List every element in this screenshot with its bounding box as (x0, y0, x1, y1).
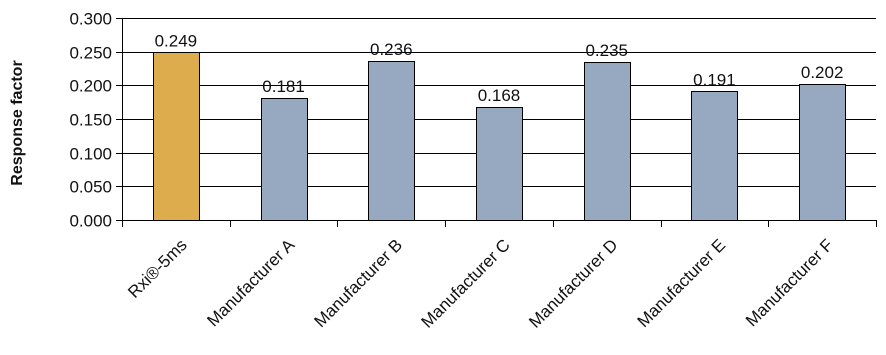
bar (799, 84, 846, 221)
data-label: 0.168 (478, 86, 521, 105)
bar (153, 52, 200, 221)
category-label: Manufacturer C (418, 235, 514, 331)
category-labels: Rxi®-5ms Manufacturer A Manufacturer B Manu… (124, 235, 837, 332)
category-label: Manufacturer D (525, 235, 621, 331)
data-label: 0.181 (262, 77, 305, 96)
bar (261, 98, 308, 221)
bar (368, 61, 415, 221)
y-tick-label: 0.100 (69, 145, 112, 164)
y-axis-title: Response factor (9, 60, 26, 185)
category-label: Manufacturer A (203, 235, 298, 330)
category-label: Manufacturer F (742, 235, 837, 330)
bar (691, 91, 738, 221)
y-tick-label: 0.150 (69, 111, 112, 130)
y-tick-label: 0.000 (69, 212, 112, 231)
data-label: 0.235 (585, 41, 628, 60)
bar (584, 62, 631, 221)
data-label: 0.202 (801, 63, 844, 82)
axes (122, 18, 876, 227)
y-tick-label: 0.050 (69, 178, 112, 197)
category-label: Manufacturer E (634, 235, 730, 331)
x-tick-marks (122, 220, 877, 227)
data-labels: 0.249 0.181 0.236 0.168 0.235 0.191 0.202 (155, 31, 844, 105)
bars (153, 52, 846, 221)
y-tick-label: 0.250 (69, 44, 112, 63)
category-label: Rxi®-5ms (124, 235, 190, 301)
y-tick-label: 0.200 (69, 77, 112, 96)
data-label: 0.191 (693, 70, 736, 89)
data-label: 0.249 (155, 31, 198, 50)
category-label: Manufacturer B (310, 235, 406, 331)
y-tick-labels: 0.000 0.050 0.100 0.150 0.200 0.250 0.300 (69, 10, 122, 231)
bar (476, 107, 523, 221)
data-label: 0.236 (370, 40, 413, 59)
y-tick-label: 0.300 (69, 10, 112, 29)
